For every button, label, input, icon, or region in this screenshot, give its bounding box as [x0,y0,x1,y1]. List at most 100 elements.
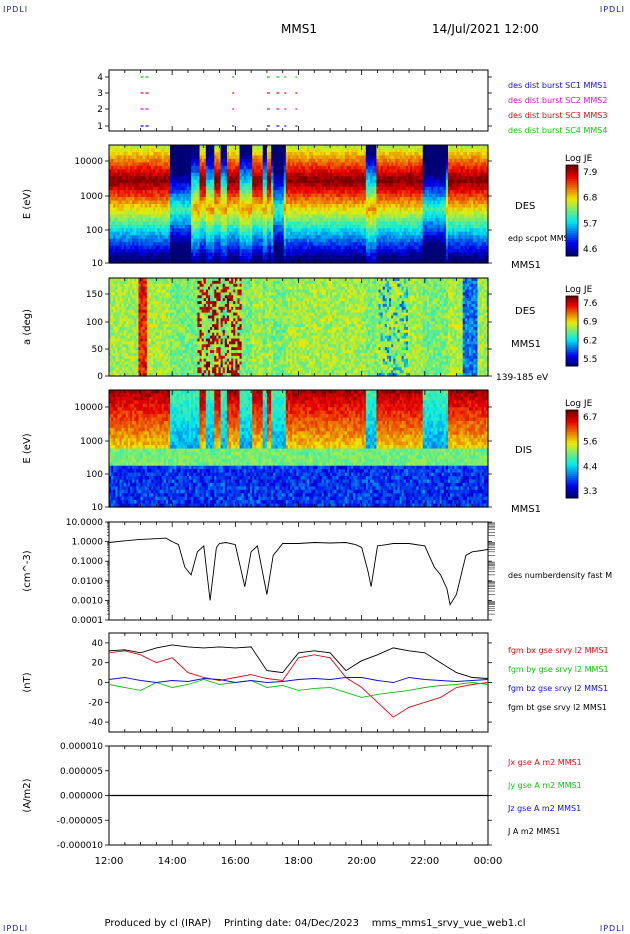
des-pitch-colorbar-cell [566,308,578,311]
dis-energy-colorbar-frame [565,409,579,499]
bfield-legend-1: fgm bx gse srvy l2 MMS1 [508,646,609,655]
burst-panel-ytick-label: 1 [97,122,103,132]
time-tick-label: 16:00 [221,856,250,867]
footer: Produced by cl (IRAP) Printing date: 04/… [0,918,630,929]
des-energy-colorbar-cell [566,174,578,177]
dis-energy-colorbar-tick: 6.7 [583,413,597,423]
des-pitch-colorbar-tick: 5.5 [583,355,597,365]
des-energy-colorbar-cell [566,246,578,250]
dis-energy-colorbar-cell [566,418,578,422]
current-panel-ytick-label: -0.000005 [57,816,103,826]
burst-legend-2: des dist burst SC2 MMS2 [508,96,607,105]
des-pitch-colorbar-cell [566,331,578,334]
des-pitch-colorbar-cell [566,345,578,348]
des-pitch-colorbar-cell [566,357,578,360]
density-panel-ytick-label: 10.0000 [66,518,103,528]
bfield-line-3 [108,677,489,683]
dis-energy-colorbar-cell [566,423,578,426]
dis-energy-colorbar-tick: 3.3 [583,487,597,497]
dis-energy-colorbar-cell [566,478,578,481]
density-panel-frame [108,521,489,621]
dis-energy-colorbar-cell [566,434,578,437]
dis-energy-mms1-label: MMS1 [511,504,541,515]
bfield-legend-2: fgm by gse srvy l2 MMS1 [508,665,609,674]
des-energy-colorbar-cell [566,221,578,225]
density-panel-ytick-label: 0.1000 [72,557,104,567]
dis-energy-colorbar-cell [566,445,578,448]
dis-energy-colorbar-tick: 5.6 [583,438,598,448]
bfield-panel-frame [108,632,489,733]
des-energy-colorbar-cell [566,190,578,193]
des-energy-colorbar-cell [566,205,578,209]
dis-energy-colorbar-cell [566,438,578,442]
des-energy-colorbar-cell [566,201,578,205]
des-energy-colorbar-cell [566,233,578,237]
des-energy-colorbar-cell [566,171,578,175]
des-energy-panel-ytick-label: 10 [92,259,104,269]
des-pitch-colorbar-tick: 6.9 [583,318,598,328]
des-energy-colorbar-cell [566,185,578,189]
des-pitch-colorbar-tick: 7.6 [583,299,598,309]
des-pitch-colorbar-cell [566,313,578,316]
density-panel-ytick-label: 0.0100 [72,577,104,587]
des-energy-ylabel: E (eV) [22,189,33,219]
des-energy-colorbar-cell [566,183,578,186]
des-pitch-colorbar-cell [566,317,578,320]
des-energy-colorbar-cell [566,192,578,196]
des-energy-colorbar-tick: 6.8 [583,194,598,204]
des-energy-colorbar-cell [566,219,578,223]
dis-energy-colorbar-cell [566,454,578,457]
dis-energy-colorbar-cell [566,480,578,484]
des-energy-colorbar-cell [566,217,578,221]
dis-energy-colorbar-cell [566,416,578,420]
des-pitch-panel-ytick-label: 50 [92,345,104,355]
des-pitch-colorbar-cell [566,311,578,314]
burst-panel-ytick-label: 2 [97,105,103,115]
burst-legend-3: des dist burst SC3 MMS3 [508,111,607,120]
dis-energy-colorbar-cell [566,469,578,473]
current-ylabel: (A/m2) [22,778,33,812]
time-tick-label: 00:00 [474,856,503,867]
bfield-legend-4: fgm bt gse srvy l2 MMS1 [508,703,607,712]
dis-energy-ylabel: E (eV) [22,433,33,463]
des-pitch-panel-ytick-label: 100 [86,318,103,328]
time-tick-label: 22:00 [410,856,439,867]
des-pitch-colorbar-cell [566,327,578,330]
des-energy-spectrogram [109,145,489,264]
dis-energy-colorbar-cell [566,414,578,418]
dis-energy-colorbar-cell [566,471,578,475]
dis-energy-label: DIS [515,445,532,456]
des-pitch-colorbar-cell [566,348,578,351]
time-tick-label: 14:00 [158,856,187,867]
des-energy-colorbar-cell [566,203,578,207]
des-pitch-colorbar-cell [566,364,578,367]
bfield-line-2 [108,679,489,698]
des-energy-colorbar-cell [566,244,578,248]
des-energy-colorbar-cell [566,253,578,257]
bfield-line-1 [108,650,489,718]
burst-panel-ytick-label: 3 [97,89,103,99]
density-panel-ytick-label: 0.0010 [72,596,104,606]
des-energy-colorbar-cell [566,230,578,234]
des-energy-colorbar-cell [566,235,578,239]
datetime-title: 14/Jul/2021 12:00 [432,22,539,36]
current-legend-4: J A m2 MMS1 [507,827,560,836]
des-energy-colorbar-tick: 7.9 [583,168,598,178]
dis-energy-colorbar-cell [566,489,578,492]
current-panel-ytick-label: 0.000010 [60,742,103,752]
des-energy-colorbar-cell [566,228,578,232]
des-energy-colorbar-cell [566,242,578,246]
des-energy-colorbar-cell [566,187,578,191]
des-energy-colorbar-cell [566,178,578,182]
bfield-panel-ytick-label: 40 [92,639,104,649]
des-energy-colorbar-tick: 4.6 [583,245,598,255]
bfield-panel-ytick-label: 20 [92,659,104,669]
des-pitch-energy-range: 139-185 eV [496,373,549,383]
dis-energy-colorbar-cell [566,427,578,431]
time-tick-label: 18:00 [284,856,313,867]
des-pitch-colorbar-cell [566,341,578,344]
dis-energy-colorbar-cell [566,456,578,459]
des-energy-colorbar-cell [566,199,578,202]
des-energy-label: DES [515,201,535,212]
dis-energy-colorbar-cell [566,476,578,479]
